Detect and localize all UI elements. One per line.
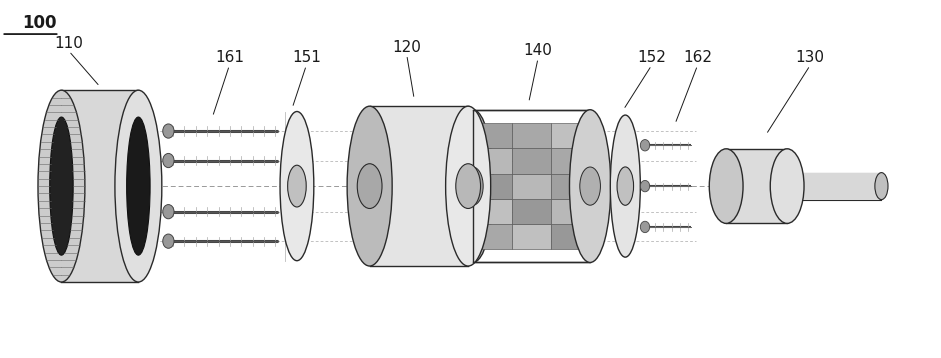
Bar	[61, 90, 138, 282]
Ellipse shape	[455, 164, 481, 208]
Ellipse shape	[127, 117, 151, 255]
Text: 130: 130	[796, 50, 824, 65]
Ellipse shape	[358, 164, 382, 208]
Text: 100: 100	[22, 14, 56, 32]
Bar	[512, 174, 551, 199]
Bar	[512, 224, 551, 249]
Bar	[472, 224, 512, 249]
Bar	[472, 199, 512, 224]
Text: 162: 162	[683, 50, 712, 65]
Bar	[726, 149, 788, 223]
Text: 120: 120	[392, 40, 422, 55]
Bar	[472, 148, 512, 174]
Bar	[551, 123, 590, 148]
Bar	[472, 174, 512, 199]
Bar	[788, 173, 882, 200]
Ellipse shape	[875, 173, 888, 200]
Ellipse shape	[280, 111, 313, 261]
Bar	[551, 224, 590, 249]
Text: 152: 152	[637, 50, 666, 65]
Ellipse shape	[640, 140, 649, 151]
Ellipse shape	[463, 167, 483, 205]
Ellipse shape	[163, 204, 174, 219]
Ellipse shape	[617, 167, 633, 205]
Bar	[472, 123, 512, 148]
Ellipse shape	[640, 221, 649, 233]
Bar	[551, 148, 590, 174]
Text: 110: 110	[55, 36, 84, 51]
Ellipse shape	[453, 110, 493, 262]
Ellipse shape	[710, 149, 743, 223]
Text: 161: 161	[215, 50, 244, 65]
Ellipse shape	[163, 154, 174, 168]
Bar	[472, 110, 590, 262]
Bar	[370, 106, 469, 266]
Ellipse shape	[640, 180, 649, 192]
Ellipse shape	[611, 115, 640, 257]
Text: 140: 140	[523, 43, 552, 58]
Ellipse shape	[163, 124, 174, 138]
Bar	[551, 174, 590, 199]
Ellipse shape	[115, 90, 162, 282]
Ellipse shape	[288, 165, 306, 207]
Ellipse shape	[38, 90, 85, 282]
Bar	[512, 123, 551, 148]
Ellipse shape	[569, 110, 611, 262]
Bar	[512, 148, 551, 174]
Ellipse shape	[580, 167, 600, 205]
Ellipse shape	[446, 106, 490, 266]
Text: 151: 151	[292, 50, 321, 65]
Bar	[551, 199, 590, 224]
Ellipse shape	[347, 106, 392, 266]
Ellipse shape	[163, 234, 174, 248]
Ellipse shape	[771, 149, 804, 223]
Ellipse shape	[50, 117, 73, 255]
Bar	[512, 199, 551, 224]
